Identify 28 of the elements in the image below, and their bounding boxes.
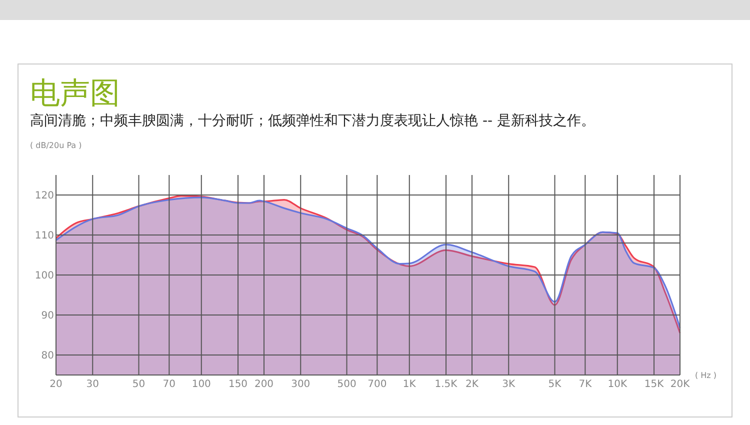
x-tick-label: 30	[86, 379, 99, 390]
x-tick-label: 700	[368, 379, 387, 390]
x-tick-label: 7K	[578, 379, 592, 390]
x-tick-label: 1.5K	[434, 379, 458, 390]
x-tick-label: 20K	[670, 379, 690, 390]
x-tick-label: 150	[228, 379, 248, 390]
y-tick-label: 80	[41, 350, 54, 362]
y-axis-title: ( dB/20u Pa )	[30, 141, 82, 150]
x-tick-label: 300	[291, 379, 310, 390]
x-tick-label: 3K	[502, 379, 516, 390]
chart-title: 电声图	[30, 76, 120, 111]
chart-subtitle: 高间清脆；中频丰腴圆满，十分耐听；低频弹性和下潜力度表现让人惊艳 -- 是新科技之作。	[30, 113, 596, 129]
y-tick-label: 120	[34, 190, 54, 202]
x-tick-label: 15K	[644, 379, 664, 390]
x-tick-label: 50	[132, 379, 146, 390]
y-tick-label: 90	[41, 310, 54, 322]
y-tick-label: 100	[34, 270, 54, 282]
x-tick-label: 5K	[548, 379, 562, 390]
x-tick-label: 100	[192, 379, 211, 390]
x-tick-label: 500	[337, 379, 356, 390]
x-tick-label: 2K	[466, 379, 479, 390]
x-tick-label: 10K	[608, 379, 628, 390]
x-tick-label: 70	[162, 379, 176, 390]
x-tick-label: 20	[50, 379, 62, 390]
y-tick-label: 110	[34, 230, 54, 242]
x-axis-title: ( Hz )	[695, 371, 717, 380]
x-tick-label: 1K	[402, 379, 416, 390]
x-tick-label: 200	[254, 379, 274, 390]
